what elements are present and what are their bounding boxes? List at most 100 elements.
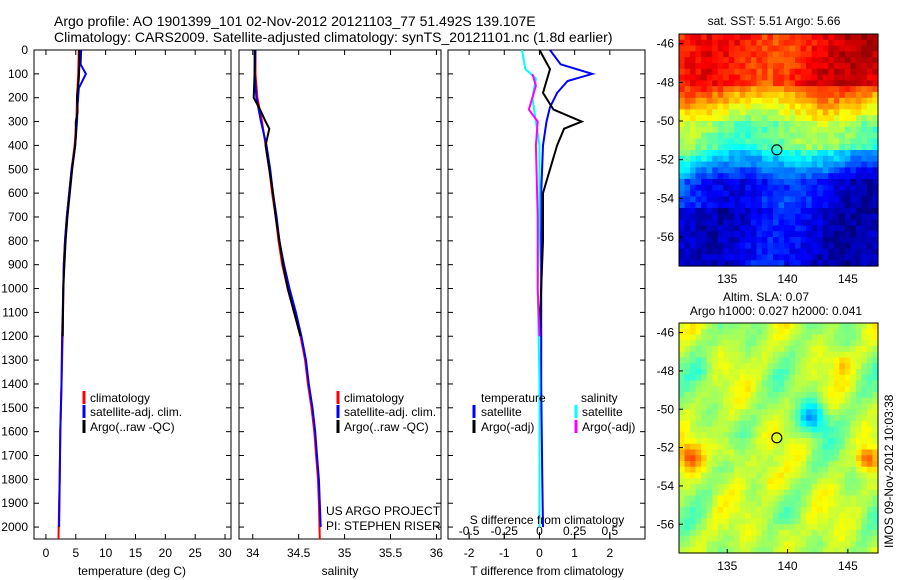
heatmap-cell	[833, 380, 840, 387]
heatmap-cell	[772, 155, 780, 163]
heatmap-cell	[850, 138, 857, 145]
heatmap-cell	[761, 45, 769, 52]
heatmap-cell	[789, 466, 796, 474]
heatmap-cell	[712, 57, 719, 64]
heatmap-cell	[679, 202, 686, 209]
x-tick-label: 2	[606, 546, 613, 560]
heatmap-cell	[811, 541, 818, 548]
heatmap-cell	[723, 346, 730, 353]
heatmap-cell	[739, 507, 746, 514]
heatmap-cell	[839, 144, 846, 151]
heatmap-cell	[855, 202, 863, 209]
heatmap-cell	[844, 524, 851, 531]
heatmap-cell	[784, 126, 791, 134]
heatmap-cell	[701, 190, 708, 197]
heatmap-cell	[750, 351, 757, 359]
heatmap-cell	[756, 144, 763, 151]
heatmap-cell	[684, 260, 691, 267]
heatmap-cell	[811, 403, 818, 410]
heatmap-cell	[861, 340, 868, 347]
heatmap-cell	[872, 132, 879, 139]
heatmap-cell	[811, 507, 818, 514]
series-line	[540, 49, 596, 528]
heatmap-cell	[795, 219, 802, 226]
heatmap-cell	[701, 103, 708, 110]
heatmap-cell	[872, 103, 879, 110]
heatmap-cell	[795, 213, 802, 221]
heatmap-cell	[712, 138, 719, 145]
heatmap-cell	[745, 369, 752, 376]
heatmap-cell	[806, 57, 813, 64]
heatmap-cell	[690, 80, 697, 87]
heatmap-cell	[684, 161, 691, 168]
heatmap-cell	[695, 386, 702, 393]
heatmap-cell	[778, 478, 785, 485]
heatmap-cell	[789, 34, 796, 41]
heatmap-cell	[861, 369, 868, 376]
heatmap-cell	[728, 501, 735, 508]
heatmap-cell	[789, 51, 796, 58]
heatmap-cell	[795, 121, 802, 128]
heatmap-cell	[767, 103, 774, 110]
heatmap-cell	[684, 248, 691, 255]
heatmap-cell	[728, 432, 735, 439]
salinity-panel: 34 34.5 35 35.5 36 climatology satellite-adj…	[238, 49, 443, 578]
heatmap-cell	[723, 397, 730, 405]
heatmap-cell	[717, 97, 724, 105]
heatmap-cell	[767, 68, 774, 76]
heatmap-cell	[778, 363, 785, 370]
heatmap-cell	[745, 126, 752, 134]
heatmap-cell	[850, 190, 857, 197]
heatmap-cell	[806, 225, 813, 232]
heatmap-cell	[739, 45, 746, 52]
heatmap-cell	[811, 51, 818, 58]
heatmap-cell	[828, 518, 835, 525]
heatmap-cell	[795, 374, 802, 382]
heatmap-cell	[756, 346, 763, 353]
heatmap-cell	[750, 524, 757, 531]
heatmap-cell	[701, 109, 708, 116]
heatmap-cell	[690, 121, 697, 128]
heatmap-cell	[772, 213, 780, 221]
y-tick-label: -46	[657, 326, 675, 340]
heatmap-cell	[728, 420, 735, 428]
heatmap-cell	[761, 380, 769, 387]
heatmap-cell	[712, 340, 719, 347]
heatmap-cell	[756, 34, 763, 41]
heatmap-cell	[822, 466, 829, 474]
heatmap-cell	[833, 363, 840, 370]
heatmap-cell	[795, 397, 802, 405]
heatmap-cell	[795, 63, 802, 70]
heatmap-cell	[723, 138, 730, 145]
heatmap-cell	[706, 92, 713, 99]
heatmap-cell	[850, 74, 857, 81]
heatmap-cell	[866, 150, 874, 157]
heatmap-cell	[828, 115, 835, 122]
heatmap-cell	[717, 478, 724, 485]
heatmap-cell	[822, 340, 829, 347]
heatmap-cell	[723, 68, 730, 76]
heatmap-cell	[756, 237, 763, 244]
heatmap-cell	[806, 150, 813, 157]
heatmap-cell	[778, 449, 785, 456]
heatmap-cell	[850, 328, 857, 336]
heatmap-cell	[723, 547, 730, 554]
heatmap-cell	[784, 369, 791, 376]
heatmap-cell	[866, 219, 874, 226]
heatmap-cell	[701, 219, 708, 226]
heatmap-cell	[861, 39, 868, 47]
heatmap-cell	[850, 97, 857, 105]
heatmap-cell	[734, 34, 741, 41]
heatmap-cell	[800, 74, 807, 81]
heatmap-cell	[866, 466, 874, 474]
heatmap-cell	[828, 51, 835, 58]
heatmap-cell	[679, 461, 686, 468]
heatmap-cell	[817, 237, 824, 244]
heatmap-cell	[844, 507, 851, 514]
heatmap-cell	[745, 208, 752, 215]
heatmap-cell	[706, 380, 713, 387]
heatmap-cell	[833, 208, 840, 215]
heatmap-cell	[822, 512, 829, 520]
heatmap-cell	[855, 443, 863, 451]
heatmap-cell	[855, 150, 863, 157]
